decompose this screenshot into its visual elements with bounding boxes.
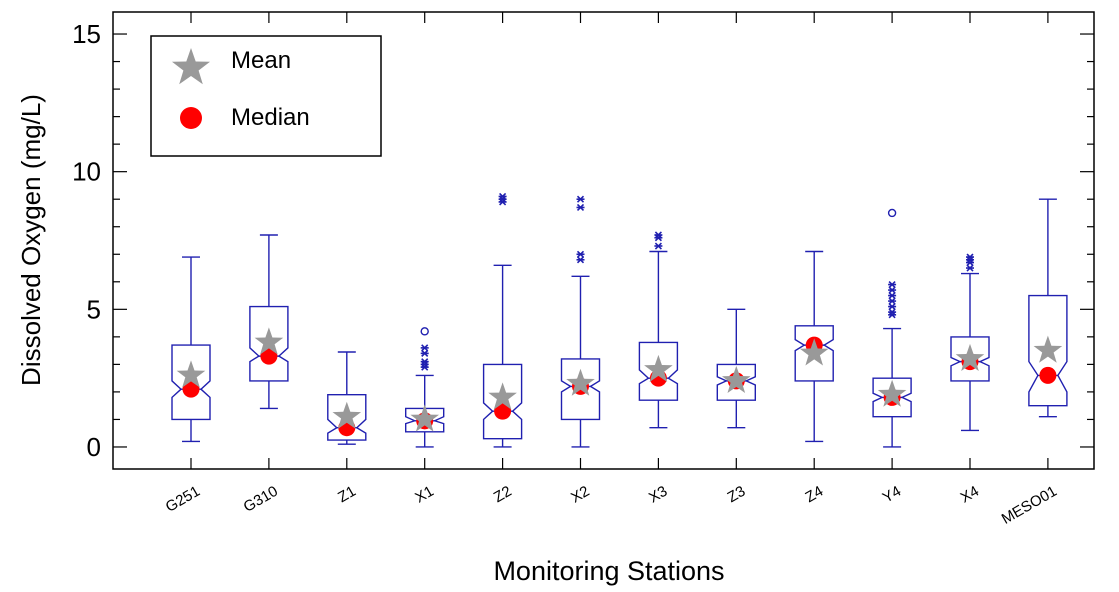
outlier-asterisk <box>654 243 662 249</box>
box-g251 <box>172 257 210 441</box>
box-series <box>172 193 1067 447</box>
legend-mean-label: Mean <box>231 47 291 74</box>
legend-circle-icon <box>180 107 202 129</box>
y-tick-label: 10 <box>72 157 101 187</box>
box-z3 <box>717 309 755 427</box>
outlier-asterisk <box>577 204 585 210</box>
legend: Mean Median <box>151 36 381 156</box>
outlier-asterisk <box>888 293 896 299</box>
outlier-asterisk <box>888 282 896 288</box>
y-tick-label: 0 <box>87 432 101 462</box>
x-tick-label: Z2 <box>491 483 515 506</box>
box-z4 <box>795 252 833 442</box>
median-marker <box>1039 367 1056 384</box>
box-meso01 <box>1029 199 1067 416</box>
x-tick-label: X3 <box>646 483 670 507</box>
box-g310 <box>250 235 288 408</box>
x-tick-label: G251 <box>163 483 203 516</box>
outlier-asterisk <box>577 251 585 257</box>
legend-median-label: Median <box>231 104 310 131</box>
box-x1 <box>406 328 444 447</box>
x-tick-label: X2 <box>568 483 592 507</box>
y-tick-label: 15 <box>72 19 101 49</box>
y-axis-label: Dissolved Oxygen (mg/L) <box>16 94 46 386</box>
y-tick-label: 5 <box>87 294 101 324</box>
outlier-circle <box>889 209 896 216</box>
x-tick-label: X4 <box>958 483 982 507</box>
outlier-asterisk <box>888 304 896 310</box>
box-y4 <box>873 209 911 447</box>
box-x2 <box>562 196 600 447</box>
outlier-asterisk <box>888 287 896 293</box>
box-x4 <box>951 254 989 430</box>
outlier-asterisk <box>577 257 585 263</box>
box-z2 <box>484 193 522 447</box>
outlier-circle <box>421 328 428 335</box>
outlier-asterisk <box>966 265 974 271</box>
x-axis-label: Monitoring Stations <box>493 556 724 586</box>
outlier-asterisk <box>421 345 429 351</box>
box-z1 <box>328 352 366 444</box>
outlier-asterisk <box>421 350 429 356</box>
outlier-asterisk <box>888 298 896 304</box>
box-x3 <box>639 232 677 428</box>
x-tick-label: Z3 <box>725 483 749 506</box>
x-tick-label: Z1 <box>335 483 359 506</box>
x-tick-label: MESO01 <box>999 483 1060 528</box>
x-tick-label: X1 <box>412 483 436 507</box>
x-tick-label: Z4 <box>803 483 827 506</box>
x-tick-label: Y4 <box>880 483 904 507</box>
x-tick-label: G310 <box>241 483 281 516</box>
outlier-asterisk <box>577 196 585 202</box>
